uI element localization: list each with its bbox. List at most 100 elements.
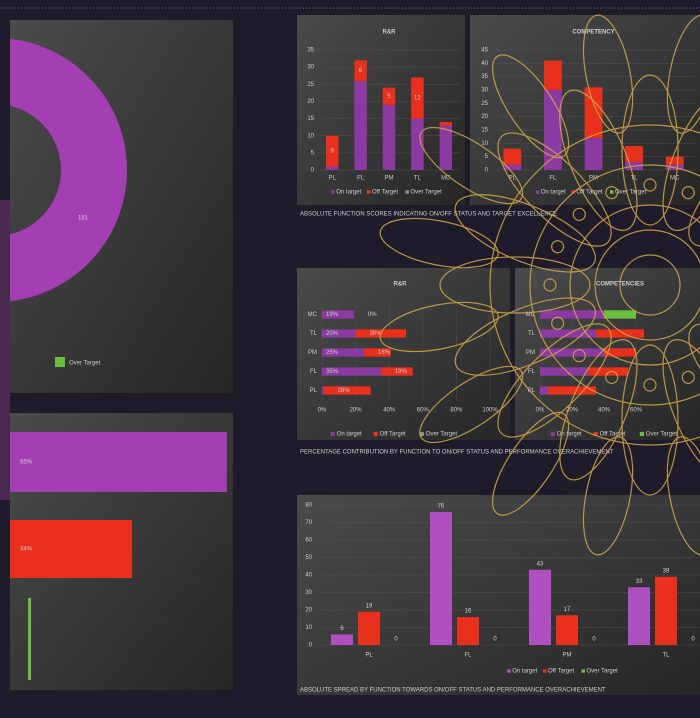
legend-swatch: [507, 669, 511, 673]
value-label: 28%: [338, 388, 351, 394]
bar-segment: [585, 138, 603, 170]
legend-swatch: [640, 432, 644, 436]
bar-segment: [540, 348, 604, 356]
bar-segment: [544, 61, 562, 90]
value-label: 65%: [20, 460, 33, 466]
y-tick-label: 35: [307, 48, 314, 54]
bar: [430, 512, 452, 645]
bar: [331, 635, 353, 646]
chart-title: R&R: [383, 30, 397, 36]
legend-label: Over Target: [615, 190, 647, 196]
bar: [655, 577, 677, 645]
y-tick-label: 40: [305, 573, 312, 579]
value-label: 33: [636, 579, 643, 585]
legend-swatch: [367, 190, 371, 194]
x-tick-label: MC: [670, 176, 680, 182]
bar: [28, 598, 31, 680]
y-tick-label: 40: [481, 61, 488, 67]
x-tick-label: PM: [385, 176, 394, 182]
bar: [358, 612, 380, 645]
value-label: 43: [537, 561, 544, 567]
bar: [10, 432, 227, 492]
value-label: 19%: [326, 312, 339, 318]
y-tick-label: 30: [481, 88, 488, 94]
x-tick-label: 0%: [536, 408, 545, 414]
x-tick-label: 40%: [598, 408, 611, 414]
y-tick-label: 20: [307, 99, 314, 105]
slice-label: 181: [78, 216, 89, 222]
x-tick-label: 0%: [318, 408, 327, 414]
x-tick-label: 60%: [630, 408, 643, 414]
legend-label: Over Target: [69, 361, 101, 367]
y-tick-label: TL: [528, 331, 536, 337]
value-label: 0%: [368, 312, 377, 318]
legend-swatch: [331, 432, 335, 436]
bar: [556, 615, 578, 645]
legend-label: On target: [336, 190, 361, 196]
bar: [529, 570, 551, 645]
legend-label: Off Target: [380, 432, 406, 438]
bar-segment: [383, 105, 395, 170]
y-tick-label: 70: [305, 520, 312, 526]
bar-segment: [322, 386, 324, 394]
legend-label: On target: [557, 432, 582, 438]
bar-segment: [503, 149, 521, 165]
y-tick-label: MC: [308, 312, 318, 318]
chart-title: COMPETENCY: [572, 30, 614, 36]
legend-label: On target: [541, 190, 566, 196]
y-tick-label: PM: [526, 350, 535, 356]
legend-label: Off Target: [577, 190, 603, 196]
bar-segment: [440, 125, 452, 170]
legend-swatch: [536, 190, 540, 194]
x-tick-label: TL: [414, 176, 422, 182]
caption: ABSOLUTE SPREAD BY FUNCTION TOWARDS ON/O…: [300, 688, 606, 694]
legend-swatch: [543, 669, 547, 673]
legend-swatch: [551, 432, 555, 436]
legend-swatch: [55, 357, 65, 367]
x-tick-label: PL: [329, 176, 337, 182]
bar-segment: [540, 386, 548, 394]
x-tick-label: 80%: [450, 408, 463, 414]
y-tick-label: 25: [481, 101, 488, 107]
value-label: 76: [438, 504, 445, 510]
y-tick-label: 10: [307, 133, 314, 139]
y-tick-label: PL: [310, 388, 318, 394]
side-strip: [0, 200, 10, 500]
x-tick-label: FL: [549, 176, 557, 182]
y-tick-label: 30: [305, 590, 312, 596]
bar-segment: [666, 157, 684, 165]
y-tick-label: 45: [481, 48, 488, 54]
bar-segment: [604, 310, 636, 318]
value-label: 17: [564, 607, 571, 613]
bar-segment: [326, 167, 338, 170]
page: 181Over Target65%34%R&R051015202530359PL…: [0, 0, 700, 718]
y-tick-label: 80: [305, 503, 312, 509]
x-tick-label: 20%: [350, 408, 363, 414]
y-tick-label: FL: [310, 369, 318, 375]
value-label: 39: [663, 568, 670, 574]
bar: [628, 587, 650, 645]
value-label: 12: [414, 96, 421, 102]
legend-swatch: [582, 669, 586, 673]
legend-swatch: [374, 432, 378, 436]
value-label: 20%: [326, 331, 339, 337]
legend-label: Off Target: [372, 190, 398, 196]
bar-segment: [354, 81, 366, 170]
y-tick-label: 15: [307, 116, 314, 122]
x-tick-label: 60%: [417, 408, 430, 414]
legend-label: On target: [337, 432, 362, 438]
legend-label: Off Target: [548, 669, 574, 675]
value-label: 16%: [378, 350, 391, 356]
legend-label: On target: [512, 669, 537, 675]
bar-segment: [540, 329, 596, 337]
y-tick-label: 50: [305, 555, 312, 561]
value-label: 35%: [326, 369, 339, 375]
x-tick-label: TL: [662, 653, 670, 659]
legend-swatch: [331, 190, 335, 194]
y-tick-label: 15: [481, 128, 488, 134]
panel: [297, 15, 465, 205]
value-label: 19: [366, 603, 373, 609]
legend-label: Over Target: [646, 432, 678, 438]
y-tick-label: 20: [305, 608, 312, 614]
bar-segment: [588, 367, 628, 375]
